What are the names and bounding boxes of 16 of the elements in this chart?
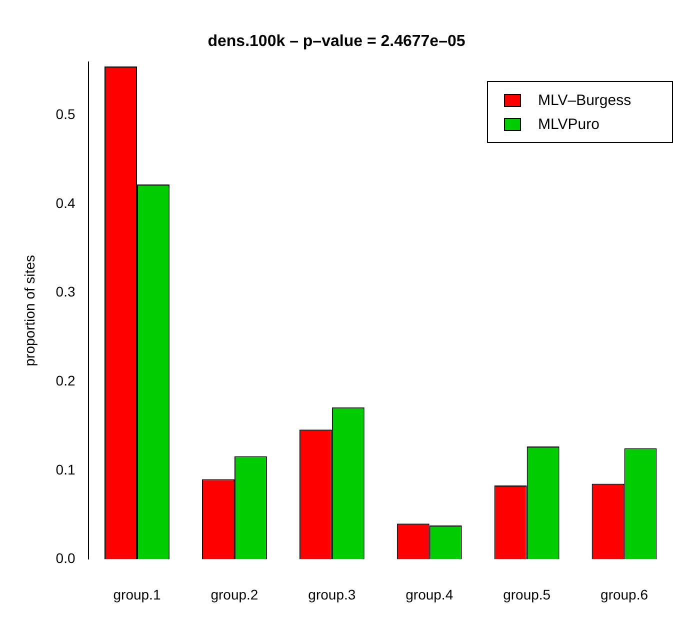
legend-label: MLVPuro bbox=[538, 116, 600, 132]
y-tick-label: 0.0 bbox=[56, 550, 76, 566]
legend-label: MLV–Burgess bbox=[538, 92, 632, 108]
x-tick-label: group.2 bbox=[210, 586, 258, 602]
x-tick-label: group.1 bbox=[113, 586, 161, 602]
x-tick-label: group.5 bbox=[503, 586, 551, 602]
x-tick-label: group.6 bbox=[600, 586, 648, 602]
x-tick-label: group.3 bbox=[308, 586, 356, 602]
chart-title: dens.100k – p–value = 2.4677e–05 bbox=[206, 33, 466, 51]
y-tick-label: 0.5 bbox=[56, 106, 76, 122]
x-tick-label: group.4 bbox=[406, 586, 454, 602]
y-tick-label: 0.1 bbox=[56, 461, 76, 478]
y-axis-title: proportion of sites bbox=[21, 254, 38, 366]
y-tick-label: 0.4 bbox=[56, 194, 76, 211]
y-tick-label: 0.2 bbox=[56, 372, 76, 388]
y-tick-label: 0.3 bbox=[56, 284, 76, 300]
